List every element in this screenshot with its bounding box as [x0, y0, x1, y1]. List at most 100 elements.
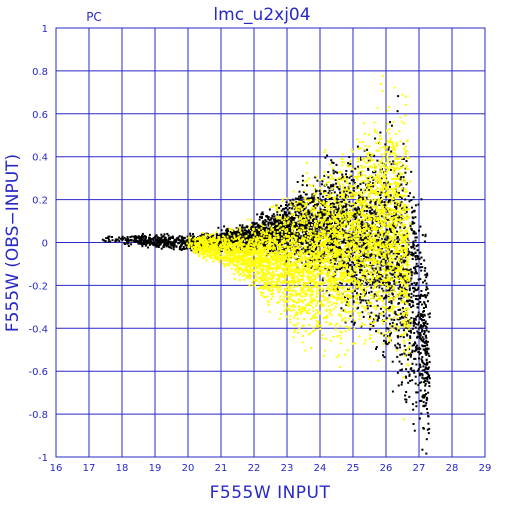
data-point: [385, 342, 387, 344]
data-point: [410, 171, 412, 173]
data-point: [417, 295, 419, 297]
data-point: [420, 413, 422, 415]
data-point: [173, 245, 175, 247]
data-point: [412, 258, 414, 260]
data-point: [161, 236, 163, 238]
data-point: [373, 211, 375, 213]
data-point: [351, 179, 353, 181]
data-point: [159, 242, 161, 244]
data-point: [319, 190, 321, 192]
data-point: [372, 325, 374, 327]
data-point: [412, 328, 414, 330]
data-point: [418, 312, 420, 314]
data-point: [398, 329, 400, 331]
data-point: [405, 96, 407, 98]
data-point: [412, 301, 414, 303]
data-point: [423, 401, 425, 403]
data-point: [415, 346, 417, 348]
data-point: [160, 234, 162, 236]
data-point: [120, 238, 122, 240]
data-point: [418, 322, 420, 324]
data-point: [114, 240, 116, 242]
data-point: [418, 368, 420, 370]
data-point: [326, 155, 328, 157]
data-point: [361, 281, 363, 283]
data-point: [295, 214, 297, 216]
data-point: [302, 175, 304, 177]
data-point: [173, 242, 175, 244]
data-point: [325, 221, 327, 223]
data-point: [249, 232, 251, 234]
data-point: [422, 336, 424, 338]
data-point: [380, 275, 382, 277]
data-point: [420, 290, 422, 292]
data-point: [413, 291, 415, 293]
data-point: [425, 383, 427, 385]
data-point: [405, 399, 407, 401]
data-point: [161, 248, 163, 250]
data-point: [158, 239, 160, 241]
data-point: [273, 222, 275, 224]
data-point: [421, 304, 423, 306]
data-point: [398, 385, 400, 387]
data-point: [131, 236, 133, 238]
data-point: [362, 299, 364, 301]
data-point: [409, 380, 411, 382]
data-point: [419, 353, 421, 355]
data-point: [402, 307, 404, 309]
data-point: [335, 171, 337, 173]
data-point: [424, 267, 426, 269]
data-point: [403, 340, 405, 342]
data-point: [428, 355, 430, 357]
data-point: [284, 279, 286, 281]
data-point: [396, 236, 398, 238]
data-point: [409, 304, 411, 306]
data-point: [427, 429, 429, 431]
data-point: [303, 181, 305, 183]
data-point: [412, 245, 414, 247]
data-point: [417, 244, 419, 246]
data-point: [411, 379, 413, 381]
data-point: [370, 158, 372, 160]
data-point: [145, 236, 147, 238]
data-point: [413, 320, 415, 322]
data-point: [423, 330, 425, 332]
data-point: [291, 218, 293, 220]
data-point: [227, 230, 229, 232]
data-point: [336, 299, 338, 301]
data-point: [363, 254, 365, 256]
data-point: [391, 163, 393, 165]
data-point: [141, 245, 143, 247]
data-point: [375, 213, 377, 215]
data-point: [170, 237, 172, 239]
data-point: [402, 215, 404, 217]
data-point: [323, 171, 325, 173]
data-point: [325, 338, 327, 340]
data-point: [273, 218, 275, 220]
data-point: [405, 391, 407, 393]
data-point: [143, 243, 145, 245]
data-point: [261, 227, 263, 229]
data-point: [281, 210, 283, 212]
data-point: [221, 229, 223, 231]
data-point: [295, 257, 297, 259]
data-point: [413, 358, 415, 360]
data-point: [303, 290, 305, 292]
data-point: [328, 294, 330, 296]
data-point: [399, 346, 401, 348]
data-point: [396, 323, 398, 325]
data-point: [249, 237, 251, 239]
data-point: [424, 274, 426, 276]
data-point: [332, 185, 334, 187]
data-point: [226, 228, 228, 230]
data-point: [257, 225, 259, 227]
data-point: [389, 306, 391, 308]
data-point: [359, 315, 361, 317]
data-point: [246, 225, 248, 227]
data-point: [351, 261, 353, 263]
data-point: [371, 291, 373, 293]
data-point: [375, 315, 377, 317]
data-point: [171, 243, 173, 245]
data-point: [152, 239, 154, 241]
data-point: [425, 321, 427, 323]
